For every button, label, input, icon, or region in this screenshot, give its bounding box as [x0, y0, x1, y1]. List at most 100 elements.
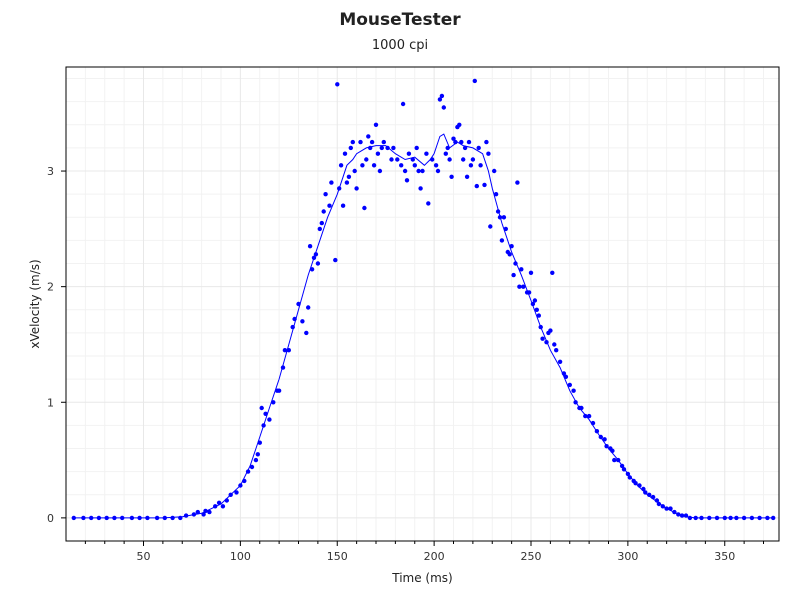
data-point	[282, 348, 288, 353]
data-point	[430, 157, 435, 162]
y-tick-label: 0	[47, 512, 54, 525]
x-tick-label: 100	[230, 550, 251, 563]
data-point	[385, 145, 390, 151]
data-point	[493, 192, 499, 197]
data-point	[195, 509, 200, 515]
plot-area-frame	[65, 66, 780, 542]
data-point	[714, 515, 720, 521]
data-point	[333, 257, 338, 263]
data-point	[579, 405, 584, 411]
data-point	[482, 182, 487, 188]
data-point	[604, 444, 609, 449]
data-point	[536, 313, 541, 318]
x-tick-label: 50	[137, 550, 151, 563]
chart-subtitle: 1000 cpi	[371, 38, 429, 53]
data-point	[470, 157, 476, 162]
data-point	[292, 316, 297, 322]
data-point	[348, 145, 353, 151]
data-point	[534, 307, 539, 312]
data-point	[656, 501, 662, 507]
data-point	[459, 139, 464, 145]
x-tick-label: 200	[424, 550, 445, 563]
data-point	[304, 330, 309, 336]
data-point	[129, 515, 135, 521]
data-point	[610, 448, 615, 453]
data-point	[183, 513, 189, 518]
data-point	[530, 301, 536, 307]
data-point	[257, 440, 262, 445]
data-point	[598, 434, 603, 440]
data-point	[412, 163, 417, 168]
data-point	[368, 145, 373, 151]
data-point	[443, 151, 448, 156]
data-point	[389, 157, 394, 162]
data-point	[586, 413, 592, 419]
data-point	[178, 515, 183, 521]
data-point	[280, 365, 286, 370]
data-point	[145, 515, 150, 521]
data-point	[290, 324, 295, 330]
data-point	[676, 512, 681, 517]
data-point	[757, 515, 762, 521]
data-point	[550, 270, 555, 275]
data-point	[379, 145, 384, 151]
data-point	[693, 515, 698, 521]
data-point	[228, 492, 233, 497]
data-point	[552, 342, 557, 347]
data-point	[352, 168, 357, 174]
data-point	[563, 374, 569, 379]
data-point	[364, 157, 369, 162]
data-point	[354, 186, 359, 191]
data-point	[741, 515, 747, 521]
x-tick-label: 300	[617, 550, 638, 563]
data-point	[362, 205, 367, 211]
data-point	[699, 515, 704, 521]
data-point	[507, 252, 512, 257]
data-point	[521, 284, 526, 289]
data-point	[492, 168, 497, 174]
data-point	[366, 134, 371, 139]
data-point	[402, 168, 408, 174]
data-point	[672, 509, 677, 515]
data-point	[540, 336, 545, 341]
data-point	[749, 515, 755, 521]
data-point	[616, 457, 621, 463]
data-point	[313, 252, 319, 257]
data-point	[734, 515, 739, 521]
data-point	[567, 382, 572, 388]
grid-lines	[66, 67, 779, 542]
data-point	[400, 101, 406, 107]
data-point	[612, 457, 617, 463]
y-tick-label: 1	[47, 396, 54, 409]
data-point	[474, 183, 479, 189]
data-point	[554, 348, 559, 353]
data-point	[306, 305, 311, 310]
x-tick-label: 350	[714, 550, 735, 563]
data-point	[478, 163, 483, 168]
data-point	[271, 400, 276, 405]
data-point	[472, 78, 477, 84]
data-point	[216, 500, 222, 505]
data-point	[484, 139, 489, 145]
data-point	[621, 467, 627, 472]
data-point	[449, 174, 454, 179]
data-point	[641, 486, 646, 492]
data-point	[213, 504, 218, 509]
data-point	[466, 139, 472, 145]
data-point	[433, 163, 439, 168]
data-point	[96, 515, 102, 521]
data-point	[664, 506, 669, 511]
data-point	[583, 413, 588, 419]
data-point	[154, 515, 160, 521]
x-tick-label: 250	[521, 550, 542, 563]
data-point	[532, 298, 538, 303]
data-point	[501, 215, 507, 220]
data-point	[249, 464, 255, 470]
data-point	[722, 515, 727, 521]
data-point	[81, 515, 86, 521]
data-point	[668, 506, 673, 511]
data-point	[245, 469, 251, 474]
data-point	[515, 180, 520, 185]
data-point	[170, 515, 175, 521]
data-point	[453, 139, 458, 145]
